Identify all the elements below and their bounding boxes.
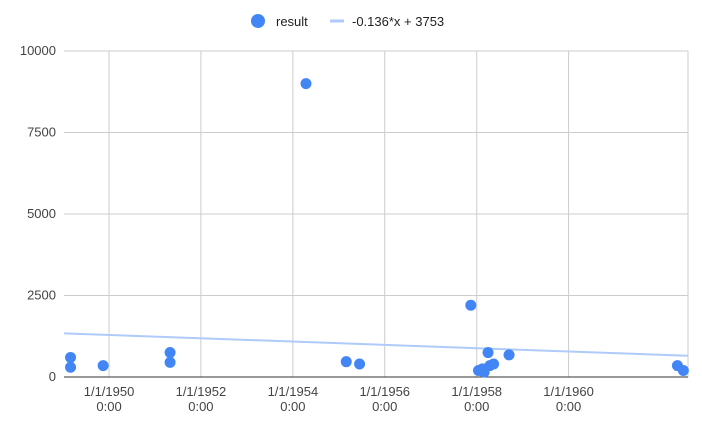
y-tick-label: 2500: [27, 288, 56, 303]
data-points: [65, 78, 689, 378]
y-gridlines: [64, 50, 688, 296]
data-point[interactable]: [503, 349, 515, 361]
x-gridlines: [108, 51, 689, 377]
x-tick-label: 1/1/1954: [268, 384, 319, 399]
data-point[interactable]: [354, 358, 366, 370]
data-point[interactable]: [482, 347, 494, 359]
x-tick-label: 1/1/1950: [84, 384, 135, 399]
data-point[interactable]: [677, 364, 689, 376]
x-tick-sublabel: 0:00: [96, 399, 121, 414]
x-tick-sublabel: 0:00: [556, 399, 581, 414]
trendline: [63, 332, 689, 357]
x-tick-sublabel: 0:00: [188, 399, 213, 414]
data-point[interactable]: [300, 78, 312, 90]
legend-trendline-label: -0.136*x + 3753: [352, 14, 444, 29]
y-tick-label: 5000: [27, 206, 56, 221]
y-tick-label: 7500: [27, 125, 56, 140]
data-point[interactable]: [164, 347, 176, 359]
x-tick-sublabel: 0:00: [464, 399, 489, 414]
legend-result-label: result: [276, 14, 308, 29]
x-tick-label: 1/1/1952: [176, 384, 227, 399]
data-point[interactable]: [465, 299, 477, 311]
data-point[interactable]: [340, 356, 352, 368]
y-tick-label: 10000: [20, 43, 56, 58]
x-tick-label: 1/1/1956: [359, 384, 410, 399]
y-axis-ticks: 0 2500 5000 7500 10000: [20, 43, 56, 384]
x-tick-label: 1/1/1960: [543, 384, 594, 399]
data-point[interactable]: [65, 361, 77, 373]
x-tick-sublabel: 0:00: [372, 399, 397, 414]
legend-result-marker: [251, 14, 265, 28]
legend-item-trendline[interactable]: -0.136*x + 3753: [330, 14, 444, 29]
data-point[interactable]: [97, 360, 109, 372]
y-tick-label: 0: [49, 369, 56, 384]
legend: result -0.136*x + 3753: [251, 14, 444, 29]
x-tick-label: 1/1/1958: [451, 384, 502, 399]
legend-item-result[interactable]: result: [251, 14, 308, 29]
data-point[interactable]: [164, 356, 176, 368]
x-axis-ticks: 1/1/19500:001/1/19520:001/1/19540:001/1/…: [84, 384, 594, 414]
data-point[interactable]: [488, 358, 500, 370]
data-point[interactable]: [65, 351, 77, 363]
x-tick-sublabel: 0:00: [280, 399, 305, 414]
